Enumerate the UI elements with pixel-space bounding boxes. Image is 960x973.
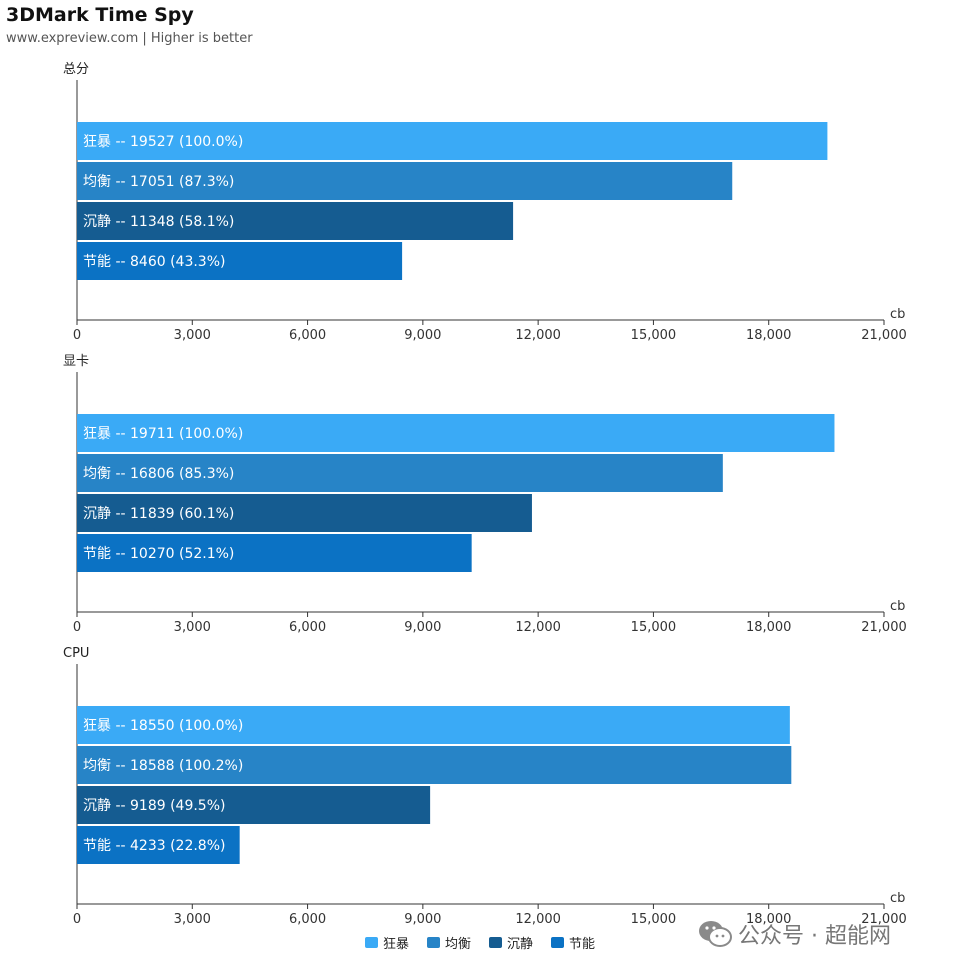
legend-item-jieneng[interactable]: 节能 <box>551 933 595 952</box>
x-tick-label: 18,000 <box>746 912 792 927</box>
x-tick-label: 6,000 <box>289 328 326 343</box>
x-tick-label: 9,000 <box>404 912 441 927</box>
bar-label: 狂暴 -- 18550 (100.0%) <box>83 718 243 734</box>
x-tick-label: 18,000 <box>746 620 792 635</box>
panel-title: 总分 <box>63 62 89 77</box>
x-tick-label: 0 <box>73 328 81 343</box>
chart-title: 3DMark Time Spy <box>6 4 194 26</box>
bar-label: 均衡 -- 16806 (85.3%) <box>83 466 234 482</box>
x-tick-label: 18,000 <box>746 328 792 343</box>
x-tick-label: 21,000 <box>861 620 907 635</box>
bar-label: 节能 -- 8460 (43.3%) <box>83 254 225 270</box>
wechat-icon <box>699 921 732 947</box>
bar-label: 节能 -- 4233 (22.8%) <box>83 838 225 854</box>
watermark: 公众号 · 超能网 <box>698 918 891 950</box>
bar <box>77 162 733 200</box>
bar <box>77 454 723 492</box>
bar <box>77 122 828 160</box>
bar <box>77 746 792 784</box>
bar <box>77 414 835 452</box>
x-tick-label: 9,000 <box>404 328 441 343</box>
legend-label: 均衡 <box>444 937 471 952</box>
x-tick-label: 12,000 <box>515 620 561 635</box>
bar <box>77 202 514 240</box>
legend-swatch <box>364 937 378 948</box>
legend-swatch <box>551 937 565 948</box>
x-tick-label: 15,000 <box>631 620 677 635</box>
x-tick-label: 6,000 <box>289 912 326 927</box>
bar-label: 沉静 -- 11348 (58.1%) <box>83 214 234 230</box>
watermark-text: 公众号 · 超能网 <box>738 924 891 949</box>
legend-item-kuangbao[interactable]: 狂暴 <box>364 933 409 952</box>
x-tick-label: 0 <box>73 620 81 635</box>
bar <box>77 242 403 280</box>
legend-swatch <box>426 937 440 948</box>
x-tick-label: 21,000 <box>861 328 907 343</box>
bar-label: 均衡 -- 18588 (100.2%) <box>83 758 243 774</box>
legend-swatch <box>489 937 502 948</box>
bar-label: 沉静 -- 9189 (49.5%) <box>83 798 225 814</box>
panel-title: 显卡 <box>63 354 89 369</box>
bar <box>77 494 532 532</box>
legend-label: 沉静 <box>507 937 534 952</box>
bar-label: 狂暴 -- 19711 (100.0%) <box>83 426 243 442</box>
axis-unit-label: cb <box>890 599 905 614</box>
chart-subtitle: www.expreview.com | Higher is better <box>6 31 253 46</box>
panel-title: CPU <box>63 646 89 661</box>
axis-unit-label: cb <box>890 891 905 906</box>
bar <box>77 706 790 744</box>
x-tick-label: 12,000 <box>515 912 561 927</box>
bar <box>77 786 431 824</box>
bar-label: 节能 -- 10270 (52.1%) <box>83 546 234 562</box>
legend-label: 狂暴 <box>382 937 409 952</box>
bar <box>77 826 240 864</box>
x-tick-label: 3,000 <box>174 620 211 635</box>
legend: 狂暴 均衡 沉静 节能 <box>0 933 960 952</box>
x-tick-label: 12,000 <box>515 328 561 343</box>
x-tick-label: 3,000 <box>174 912 211 927</box>
axis-unit-label: cb <box>890 307 905 322</box>
bar-label: 狂暴 -- 19527 (100.0%) <box>83 134 243 150</box>
legend-item-chenjing[interactable]: 沉静 <box>489 933 533 952</box>
legend-item-junheng[interactable]: 均衡 <box>426 933 471 952</box>
bar-label: 沉静 -- 11839 (60.1%) <box>83 506 234 522</box>
x-tick-label: 0 <box>73 912 81 927</box>
x-tick-label: 6,000 <box>289 620 326 635</box>
bar <box>77 534 472 572</box>
legend-label: 节能 <box>569 937 596 952</box>
x-tick-label: 15,000 <box>631 912 677 927</box>
x-tick-label: 15,000 <box>631 328 677 343</box>
x-tick-label: 9,000 <box>404 620 441 635</box>
bar-label: 均衡 -- 17051 (87.3%) <box>83 174 234 190</box>
x-tick-label: 21,000 <box>861 912 907 927</box>
x-tick-label: 3,000 <box>174 328 211 343</box>
